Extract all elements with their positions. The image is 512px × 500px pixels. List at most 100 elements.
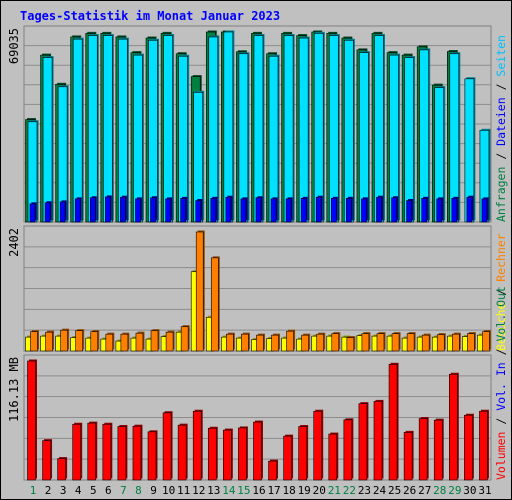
bar bbox=[286, 330, 294, 352]
bar bbox=[449, 373, 458, 481]
x-tick-label: 4 bbox=[75, 484, 82, 497]
bar bbox=[376, 333, 385, 352]
bar bbox=[120, 333, 129, 352]
bar bbox=[359, 52, 369, 223]
bar bbox=[388, 364, 398, 481]
bar bbox=[29, 203, 36, 223]
x-tick-label: 16 bbox=[252, 484, 265, 497]
bar bbox=[75, 330, 83, 352]
bar bbox=[391, 333, 400, 352]
x-tick-label: 27 bbox=[418, 484, 431, 497]
bar bbox=[150, 197, 156, 223]
bar bbox=[255, 197, 262, 223]
bar bbox=[418, 418, 428, 481]
bar bbox=[87, 422, 97, 481]
x-tick-label: 3 bbox=[60, 484, 67, 497]
bar bbox=[135, 198, 141, 223]
bar bbox=[27, 360, 36, 481]
bar bbox=[57, 458, 66, 481]
bar bbox=[421, 198, 427, 223]
bar bbox=[283, 435, 292, 481]
bar bbox=[253, 421, 262, 481]
legend-entry: Vol. In bbox=[494, 362, 508, 410]
bar bbox=[120, 196, 126, 223]
bar bbox=[343, 419, 353, 481]
legend: Besuche / Rechner bbox=[494, 233, 508, 351]
x-tick-label: 13 bbox=[207, 484, 220, 497]
bar bbox=[361, 333, 370, 352]
legend-entry: Vol. Out bbox=[494, 286, 508, 341]
bar bbox=[285, 198, 292, 223]
x-tick-label: 24 bbox=[373, 484, 387, 497]
bar bbox=[223, 31, 234, 223]
bar bbox=[316, 333, 325, 352]
bar bbox=[90, 331, 99, 352]
legend: Volumen / Vol. In / Vol. Out bbox=[494, 286, 508, 480]
bar bbox=[433, 419, 443, 481]
bar bbox=[195, 231, 204, 352]
bar bbox=[30, 331, 38, 352]
bar bbox=[256, 334, 264, 352]
bar bbox=[452, 333, 460, 352]
x-tick-label: 11 bbox=[177, 484, 190, 497]
bar bbox=[225, 196, 232, 223]
bar bbox=[271, 334, 279, 352]
bar bbox=[45, 331, 53, 352]
bar bbox=[328, 433, 338, 481]
bar bbox=[207, 427, 217, 481]
bar bbox=[451, 198, 458, 223]
bar bbox=[406, 333, 415, 352]
bar bbox=[72, 38, 83, 223]
bar bbox=[210, 198, 217, 223]
bar bbox=[105, 333, 114, 352]
x-tick-label: 21 bbox=[328, 484, 341, 497]
bar bbox=[373, 401, 383, 481]
bar bbox=[301, 334, 309, 352]
y-max-label: 116.13 MB bbox=[7, 357, 21, 422]
x-tick-label: 6 bbox=[105, 484, 112, 497]
x-tick-label: 14 bbox=[222, 484, 236, 497]
bar bbox=[87, 35, 98, 223]
bar bbox=[313, 410, 323, 481]
x-tick-label: 23 bbox=[358, 484, 371, 497]
legend-entry: Rechner bbox=[494, 233, 508, 282]
bar bbox=[328, 35, 339, 223]
bar bbox=[147, 431, 157, 481]
bar bbox=[300, 198, 307, 223]
bar bbox=[268, 460, 277, 481]
x-tick-label: 20 bbox=[313, 484, 326, 497]
x-tick-label: 28 bbox=[433, 484, 446, 497]
bar bbox=[479, 410, 488, 481]
bar bbox=[298, 426, 307, 481]
bar bbox=[60, 329, 68, 352]
x-tick-label: 5 bbox=[90, 484, 97, 497]
bar bbox=[208, 36, 219, 223]
bar bbox=[313, 33, 324, 223]
bar bbox=[118, 38, 128, 223]
bar bbox=[59, 201, 66, 223]
bar bbox=[44, 202, 51, 223]
bar bbox=[223, 429, 232, 481]
bar bbox=[449, 53, 460, 223]
x-tick-label: 19 bbox=[298, 484, 311, 497]
bar bbox=[192, 410, 202, 481]
bar bbox=[163, 35, 173, 223]
bar bbox=[42, 440, 51, 481]
bar bbox=[238, 427, 247, 481]
bar bbox=[253, 35, 264, 223]
legend-entry: Volumen bbox=[494, 432, 508, 480]
bar bbox=[195, 200, 202, 223]
bar bbox=[132, 425, 142, 481]
bar bbox=[180, 326, 189, 352]
bar bbox=[331, 333, 340, 352]
bar bbox=[467, 333, 475, 352]
bar bbox=[436, 334, 445, 352]
bar bbox=[481, 198, 488, 223]
bar bbox=[165, 331, 174, 352]
bar bbox=[226, 333, 234, 352]
x-tick-label: 8 bbox=[135, 484, 142, 497]
x-tick-label: 25 bbox=[388, 484, 401, 497]
bar bbox=[148, 39, 158, 223]
x-tick-label: 18 bbox=[283, 484, 296, 497]
